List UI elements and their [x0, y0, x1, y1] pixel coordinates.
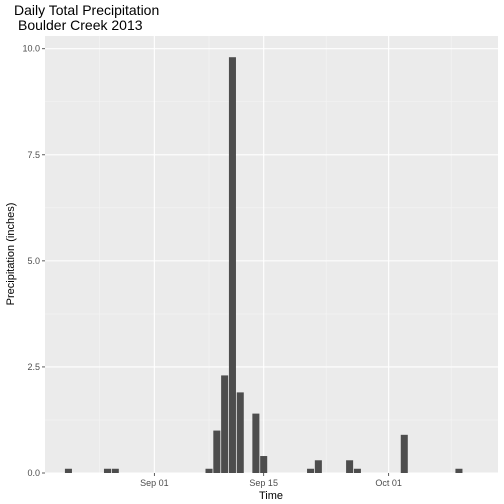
bar-2013-08-21 [64, 468, 72, 473]
y-axis-title: Precipitation (inches) [5, 203, 17, 306]
y-tick-label: 0.0 [27, 468, 40, 478]
chart-title: Daily Total Precipitation Boulder Creek 2… [14, 3, 159, 33]
bars [64, 57, 463, 473]
bar-2013-08-26 [103, 468, 111, 473]
bar-2013-09-26 [346, 460, 354, 473]
axes: 0.0 2.5 5.0 7.5 10.0 Sep 01 Sep 15 Oct 01 [22, 44, 401, 488]
y-tick-label: 5.0 [27, 256, 40, 266]
bar-2013-09-08 [205, 468, 213, 473]
bar-2013-09-15 [260, 456, 268, 473]
bar-2013-09-09 [213, 430, 221, 473]
x-tick-label: Sep 15 [249, 478, 278, 488]
bar-2013-10-10 [455, 468, 463, 473]
bar-2013-09-11 [228, 57, 236, 473]
grid-lines [45, 36, 498, 474]
y-tick-label: 2.5 [27, 362, 40, 372]
chart-title-line: Daily Total Precipitation [14, 2, 160, 18]
bar-2013-09-12 [236, 392, 244, 473]
bar-2013-09-14 [252, 413, 260, 473]
x-tick-label: Sep 01 [140, 478, 169, 488]
x-axis-title: Time [259, 490, 283, 502]
bar-2013-09-10 [221, 375, 229, 473]
y-tick-label: 10.0 [22, 44, 40, 54]
chart-subtitle-line: Boulder Creek 2013 [18, 17, 143, 33]
plot-panel [45, 36, 498, 473]
bar-2013-08-27 [111, 468, 119, 473]
bar-2013-09-21 [307, 468, 315, 473]
bar-2013-09-27 [353, 468, 361, 473]
x-tick-label: Oct 01 [375, 478, 402, 488]
bar-2013-09-22 [314, 460, 322, 473]
y-tick-label: 7.5 [27, 150, 40, 160]
bar-2013-10-03 [400, 434, 408, 473]
